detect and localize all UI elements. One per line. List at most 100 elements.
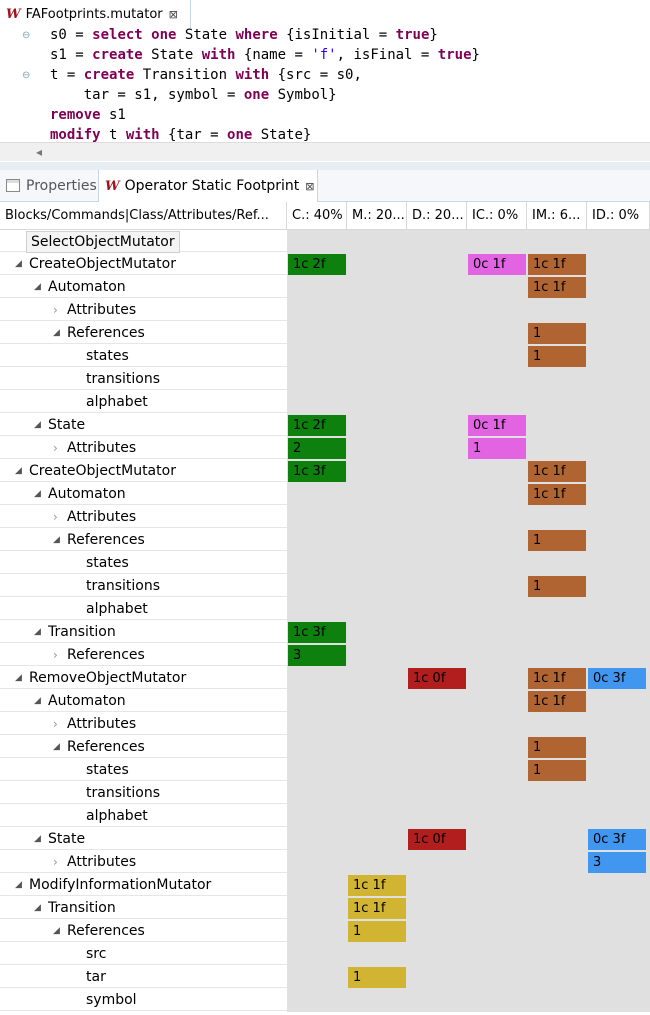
table-row[interactable]: alphabet bbox=[0, 598, 650, 621]
tree-cell[interactable]: ◢ RemoveObjectMutator bbox=[0, 667, 287, 689]
tree-cell[interactable]: states bbox=[0, 552, 287, 574]
table-row[interactable]: ◢ State 1c 0f 0c 3f bbox=[0, 828, 650, 851]
column-header[interactable]: Blocks/Commands|Class/Attributes/Ref... bbox=[0, 202, 287, 229]
table-row[interactable]: alphabet bbox=[0, 805, 650, 828]
column-header[interactable]: M.: 20... bbox=[347, 202, 407, 229]
expanded-arrow-icon[interactable]: ◢ bbox=[53, 742, 60, 752]
code-text[interactable]: s0 = select one State where {isInitial =… bbox=[50, 28, 480, 142]
expanded-arrow-icon[interactable]: ◢ bbox=[34, 903, 41, 913]
collapsed-arrow-icon[interactable]: › bbox=[53, 510, 58, 524]
fold-marker-icon[interactable]: ⊖ bbox=[22, 70, 31, 81]
table-row[interactable]: transitions bbox=[0, 782, 650, 805]
tree-cell[interactable]: ◢ CreateObjectMutator bbox=[0, 460, 287, 482]
tree-cell[interactable]: transitions bbox=[0, 368, 287, 390]
tree-cell[interactable]: ◢ State bbox=[0, 828, 287, 850]
collapsed-arrow-icon[interactable]: › bbox=[53, 648, 58, 662]
table-row[interactable]: ◢ ModifyInformationMutator 1c 1f bbox=[0, 874, 650, 897]
tree-cell[interactable]: tar bbox=[0, 966, 287, 988]
table-row[interactable]: › Attributes bbox=[0, 299, 650, 322]
pane-separator[interactable] bbox=[0, 162, 650, 170]
tree-cell[interactable]: symbol bbox=[0, 989, 287, 1011]
expanded-arrow-icon[interactable]: ◢ bbox=[34, 489, 41, 499]
tree-cell[interactable]: ◢ Automaton bbox=[0, 276, 287, 298]
table-row[interactable]: ◢ Automaton 1c 1f bbox=[0, 690, 650, 713]
column-header[interactable]: IM.: 6... bbox=[527, 202, 587, 229]
collapsed-arrow-icon[interactable]: › bbox=[53, 717, 58, 731]
column-header[interactable]: C.: 40% bbox=[287, 202, 347, 229]
table-row[interactable]: › Attributes 2 1 bbox=[0, 437, 650, 460]
fold-marker-icon[interactable]: ⊖ bbox=[22, 30, 31, 41]
code-area[interactable]: ⊖ ⊖ s0 = select one State where {isIniti… bbox=[0, 28, 650, 142]
collapsed-arrow-icon[interactable]: › bbox=[53, 303, 58, 317]
code-line[interactable]: remove s1 bbox=[50, 105, 480, 125]
table-row[interactable]: ◢ References 1 bbox=[0, 322, 650, 345]
table-row[interactable]: ◢ Transition 1c 3f bbox=[0, 621, 650, 644]
expanded-arrow-icon[interactable]: ◢ bbox=[53, 535, 60, 545]
collapsed-arrow-icon[interactable]: › bbox=[53, 441, 58, 455]
table-row[interactable]: tar 1 bbox=[0, 966, 650, 989]
table-row[interactable]: › Attributes 3 bbox=[0, 851, 650, 874]
tree-cell[interactable]: transitions bbox=[0, 575, 287, 597]
code-line[interactable]: s1 = create State with {name = 'f', isFi… bbox=[50, 45, 480, 65]
tree-cell[interactable]: states bbox=[0, 759, 287, 781]
collapsed-arrow-icon[interactable]: › bbox=[53, 855, 58, 869]
tree-cell[interactable]: ◢ State bbox=[0, 414, 287, 436]
code-line[interactable]: s0 = select one State where {isInitial =… bbox=[50, 28, 480, 45]
expanded-arrow-icon[interactable]: ◢ bbox=[53, 328, 60, 338]
tree-cell[interactable]: › Attributes bbox=[0, 506, 287, 528]
tree-cell[interactable]: states bbox=[0, 345, 287, 367]
table-row[interactable]: › Attributes bbox=[0, 506, 650, 529]
scroll-left-icon[interactable]: ◂ bbox=[36, 145, 43, 159]
tree-cell[interactable]: › Attributes bbox=[0, 299, 287, 321]
table-row[interactable]: ◢ State 1c 2f 0c 1f bbox=[0, 414, 650, 437]
table-row[interactable]: src bbox=[0, 943, 650, 966]
table-row[interactable]: › Attributes bbox=[0, 713, 650, 736]
tab-operator-static-footprint[interactable]: W Operator Static Footprint ⊠ bbox=[98, 170, 318, 202]
expanded-arrow-icon[interactable]: ◢ bbox=[34, 696, 41, 706]
tree-cell[interactable]: ◢ Automaton bbox=[0, 690, 287, 712]
code-line[interactable]: t = create Transition with {src = s0, bbox=[50, 65, 480, 85]
tree-cell[interactable]: alphabet bbox=[0, 598, 287, 620]
tree-cell[interactable]: SelectObjectMutator bbox=[0, 230, 287, 253]
table-row[interactable]: ◢ CreateObjectMutator 1c 2f 0c 1f 1c 1f bbox=[0, 253, 650, 276]
table-row[interactable]: symbol bbox=[0, 989, 650, 1012]
table-row[interactable]: states bbox=[0, 552, 650, 575]
column-header[interactable]: IC.: 0% bbox=[467, 202, 527, 229]
expanded-arrow-icon[interactable]: ◢ bbox=[34, 834, 41, 844]
table-row[interactable]: ◢ CreateObjectMutator 1c 3f 1c 1f bbox=[0, 460, 650, 483]
expanded-arrow-icon[interactable]: ◢ bbox=[34, 627, 41, 637]
table-row[interactable]: ◢ References 1 bbox=[0, 529, 650, 552]
horizontal-scrollbar[interactable]: ◂ bbox=[0, 142, 650, 161]
tree-cell[interactable]: src bbox=[0, 943, 287, 965]
tree-cell[interactable]: ◢ ModifyInformationMutator bbox=[0, 874, 287, 896]
table-row[interactable]: ◢ References 1 bbox=[0, 920, 650, 943]
expanded-arrow-icon[interactable]: ◢ bbox=[15, 259, 22, 269]
expanded-arrow-icon[interactable]: ◢ bbox=[15, 673, 22, 683]
expanded-arrow-icon[interactable]: ◢ bbox=[34, 420, 41, 430]
tree-cell[interactable]: ◢ CreateObjectMutator bbox=[0, 253, 287, 275]
table-row[interactable]: SelectObjectMutator bbox=[0, 230, 650, 253]
table-row[interactable]: ◢ Automaton 1c 1f bbox=[0, 276, 650, 299]
tree-cell[interactable]: ◢ References bbox=[0, 529, 287, 551]
tree-cell[interactable]: ◢ References bbox=[0, 736, 287, 758]
tree-cell[interactable]: › Attributes bbox=[0, 437, 287, 459]
table-row[interactable]: alphabet bbox=[0, 391, 650, 414]
code-line[interactable]: modify t with {tar = one State} bbox=[50, 125, 480, 142]
expanded-arrow-icon[interactable]: ◢ bbox=[34, 282, 41, 292]
table-row[interactable]: transitions bbox=[0, 368, 650, 391]
expanded-arrow-icon[interactable]: ◢ bbox=[15, 466, 22, 476]
close-icon[interactable]: ⊠ bbox=[305, 179, 315, 193]
tree-cell[interactable]: alphabet bbox=[0, 805, 287, 827]
table-row[interactable]: › References 3 bbox=[0, 644, 650, 667]
tree-cell[interactable]: › References bbox=[0, 644, 287, 666]
close-icon[interactable]: ⊠ bbox=[168, 7, 178, 21]
tree-cell[interactable]: ◢ References bbox=[0, 920, 287, 942]
tree-cell[interactable]: transitions bbox=[0, 782, 287, 804]
tree-node-label[interactable]: SelectObjectMutator bbox=[26, 231, 180, 253]
expanded-arrow-icon[interactable]: ◢ bbox=[15, 880, 22, 890]
table-row[interactable]: ◢ Automaton 1c 1f bbox=[0, 483, 650, 506]
tree-cell[interactable]: ◢ Automaton bbox=[0, 483, 287, 505]
table-row[interactable]: ◢ Transition 1c 1f bbox=[0, 897, 650, 920]
column-header[interactable]: D.: 20... bbox=[407, 202, 467, 229]
table-row[interactable]: ◢ RemoveObjectMutator 1c 0f 1c 1f 0c 3f bbox=[0, 667, 650, 690]
